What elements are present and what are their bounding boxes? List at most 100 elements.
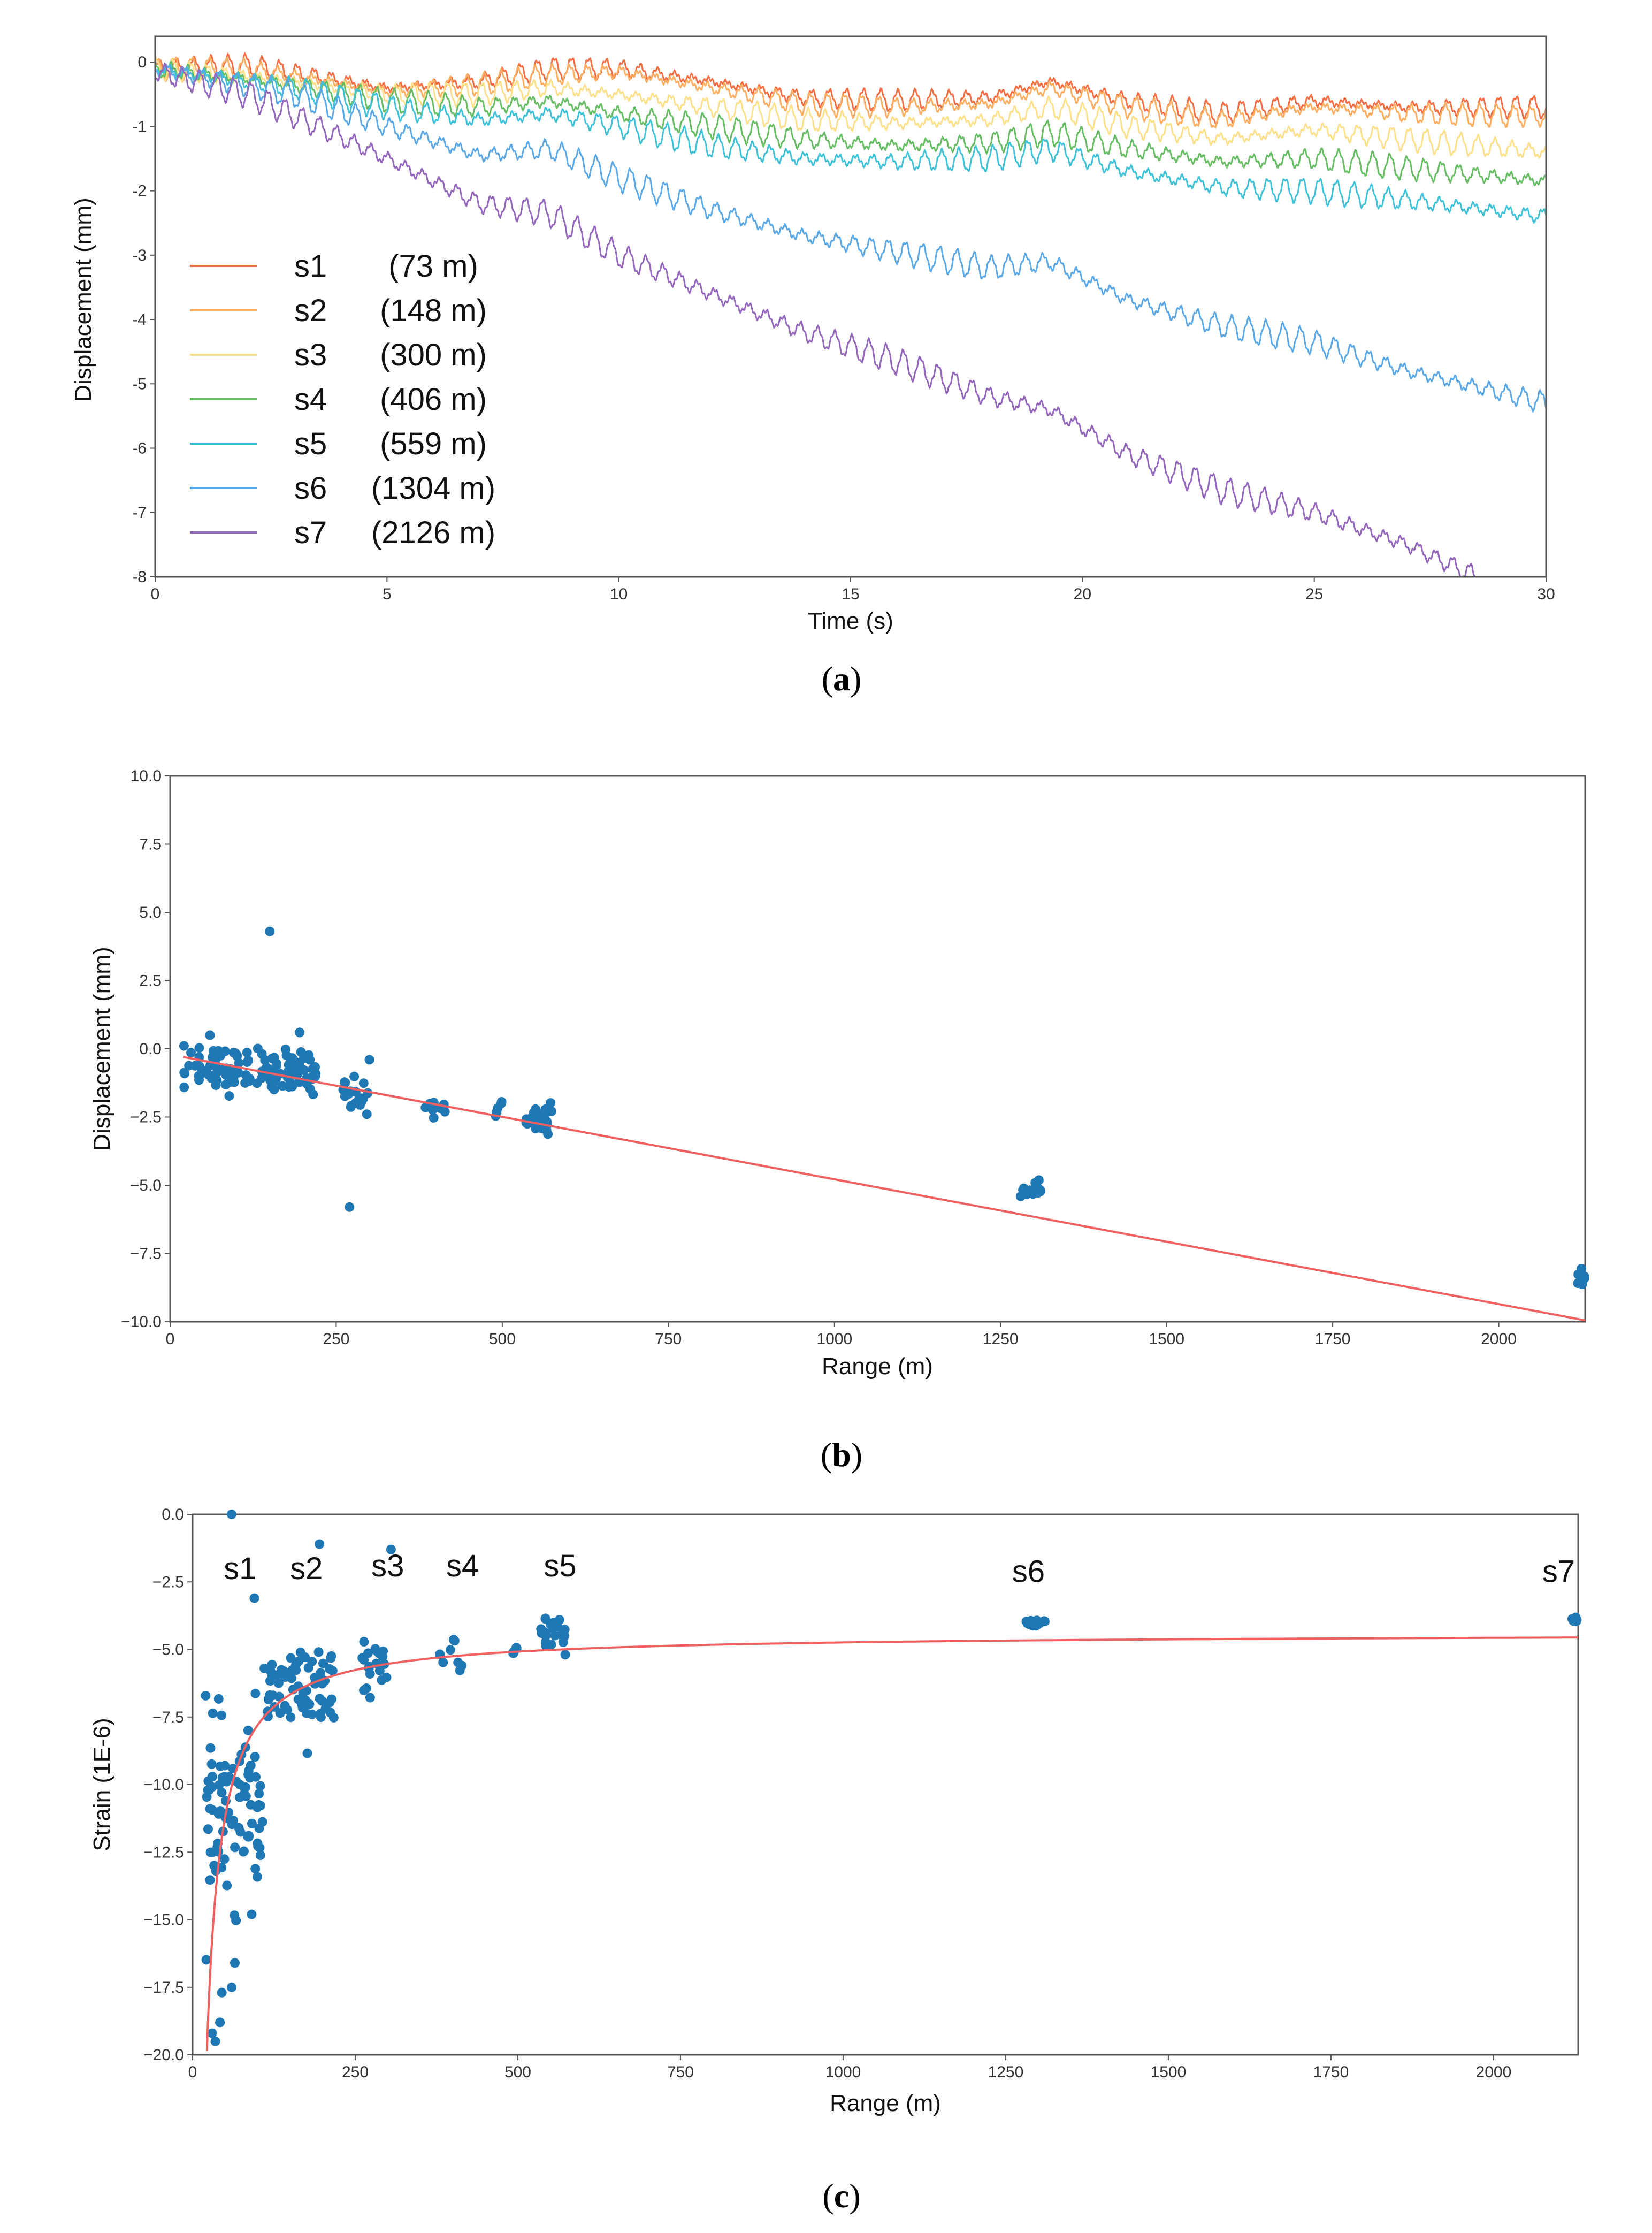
scatter-point	[326, 1694, 336, 1704]
scatter-point	[252, 1078, 262, 1088]
panel-c-fit-curve	[205, 1636, 1578, 2051]
scatter-point	[217, 1788, 227, 1797]
x-tick-label: 5	[383, 585, 392, 603]
scatter-point	[372, 1647, 383, 1657]
panel-b-ticks: 0 250 500 750 1000 1250 1500 1750 2000 10.0 7.5 5.0…	[121, 767, 1517, 1348]
scatter-point-outlier	[386, 1544, 396, 1554]
series-line-s6	[155, 63, 1547, 413]
scatter-point	[349, 1071, 360, 1081]
scatter-point	[374, 1666, 385, 1676]
x-tick-label: 2000	[1476, 2063, 1512, 2081]
scatter-point	[227, 1819, 237, 1830]
legend-distance-s2: (148 m)	[380, 293, 487, 328]
scatter-point	[208, 1708, 218, 1718]
scatter-point	[280, 1701, 290, 1711]
x-tick-label: 0	[151, 585, 160, 603]
scatter-point	[250, 1688, 261, 1698]
x-tick-label: 20	[1074, 585, 1091, 603]
y-tick-label: 5.0	[139, 904, 162, 921]
x-tick-label: 2000	[1481, 1330, 1517, 1348]
x-tick-label: 1000	[816, 1330, 852, 1348]
legend-name-s5: s5	[294, 426, 327, 461]
scatter-point	[295, 1647, 305, 1657]
x-tick-label: 500	[504, 2063, 531, 2081]
x-tick-label: 1750	[1315, 1330, 1351, 1348]
scatter-point	[209, 1861, 219, 1871]
y-tick-label: -7	[132, 504, 147, 522]
series-line-s7	[154, 62, 1477, 578]
panel-a-caption-letter: a	[833, 660, 850, 698]
scatter-point	[307, 1657, 317, 1666]
x-tick-label: 500	[489, 1330, 516, 1348]
x-tick-label: 15	[842, 585, 859, 603]
series-line-s5	[154, 64, 1547, 224]
scatter-point	[287, 1081, 297, 1092]
scatter-point	[253, 1043, 263, 1054]
scatter-point	[215, 1806, 225, 1816]
scatter-point	[224, 1077, 234, 1087]
scatter-point	[361, 1683, 371, 1693]
scatter-point	[254, 1800, 264, 1810]
scatter-point	[545, 1619, 555, 1629]
scatter-point	[231, 1915, 241, 1925]
y-tick-label: -6	[132, 440, 147, 458]
scatter-point	[259, 1663, 270, 1673]
scatter-point-outlier	[345, 1202, 355, 1212]
y-tick-label: −2.5	[152, 1573, 184, 1591]
scatter-point-outlier	[295, 1027, 305, 1038]
legend-name-s7: s7	[294, 515, 327, 550]
scatter-point	[201, 1955, 211, 1965]
scatter-point	[217, 1710, 227, 1720]
scatter-point	[253, 1841, 263, 1851]
legend-distance-s3: (300 m)	[380, 338, 487, 372]
y-tick-label: 10.0	[131, 767, 162, 785]
scatter-point-outlier	[207, 2028, 217, 2038]
scatter-point	[257, 1817, 267, 1827]
y-tick-label: −5.0	[130, 1177, 162, 1194]
panel-c-ticks: 0 250 500 750 1000 1250 1500 1750 2000 0.0 −2.5 −5.…	[143, 1506, 1511, 2081]
panel-b-y-axis-label: Displacement (mm)	[89, 947, 115, 1150]
scatter-point	[1021, 1186, 1031, 1196]
panel-c-plot-frame	[192, 1513, 1579, 2056]
scatter-point	[309, 1063, 319, 1073]
legend-distance-s7: (2126 m)	[371, 515, 495, 550]
scatter-point	[557, 1628, 568, 1637]
scatter-point	[445, 1645, 455, 1655]
scatter-point	[207, 1772, 217, 1782]
scatter-point	[201, 1690, 211, 1701]
scatter-point	[511, 1643, 521, 1652]
scatter-point	[238, 1847, 248, 1857]
scatter-point	[239, 1782, 249, 1792]
scatter-point	[541, 1125, 552, 1135]
scatter-point	[272, 1670, 282, 1680]
scatter-point	[317, 1696, 327, 1706]
scatter-point	[184, 1061, 194, 1071]
scatter-point	[362, 1109, 372, 1119]
panel-b-points	[179, 926, 1589, 1289]
scatter-point	[233, 1068, 243, 1078]
x-tick-label: 250	[323, 1330, 349, 1348]
y-tick-label: −7.5	[152, 1709, 184, 1726]
panel-b-fit-line	[183, 1056, 1586, 1322]
scatter-point	[270, 1077, 280, 1087]
annotation-s1: s1	[224, 1551, 256, 1586]
scatter-point	[205, 1804, 215, 1814]
scatter-point	[222, 1880, 232, 1891]
legend-distance-s5: (559 m)	[380, 426, 487, 461]
scatter-point	[554, 1615, 564, 1625]
scatter-point	[194, 1043, 204, 1053]
panel-c-y-axis-label: Strain (1E-6)	[89, 1718, 115, 1851]
scatter-point	[203, 1824, 213, 1834]
scatter-point	[247, 1818, 257, 1828]
x-tick-label: 750	[667, 2063, 694, 2081]
scatter-point	[179, 1041, 189, 1051]
scatter-point	[365, 1669, 375, 1679]
scatter-point	[250, 1752, 260, 1762]
scatter-point	[365, 1693, 375, 1703]
legend-name-s6: s6	[294, 471, 327, 506]
scatter-point	[267, 1053, 277, 1063]
scatter-point	[224, 1091, 234, 1101]
scatter-point	[325, 1664, 334, 1674]
x-tick-label: 30	[1537, 585, 1555, 603]
panel-a-y-axis-label: Displacement (mm)	[70, 197, 96, 401]
